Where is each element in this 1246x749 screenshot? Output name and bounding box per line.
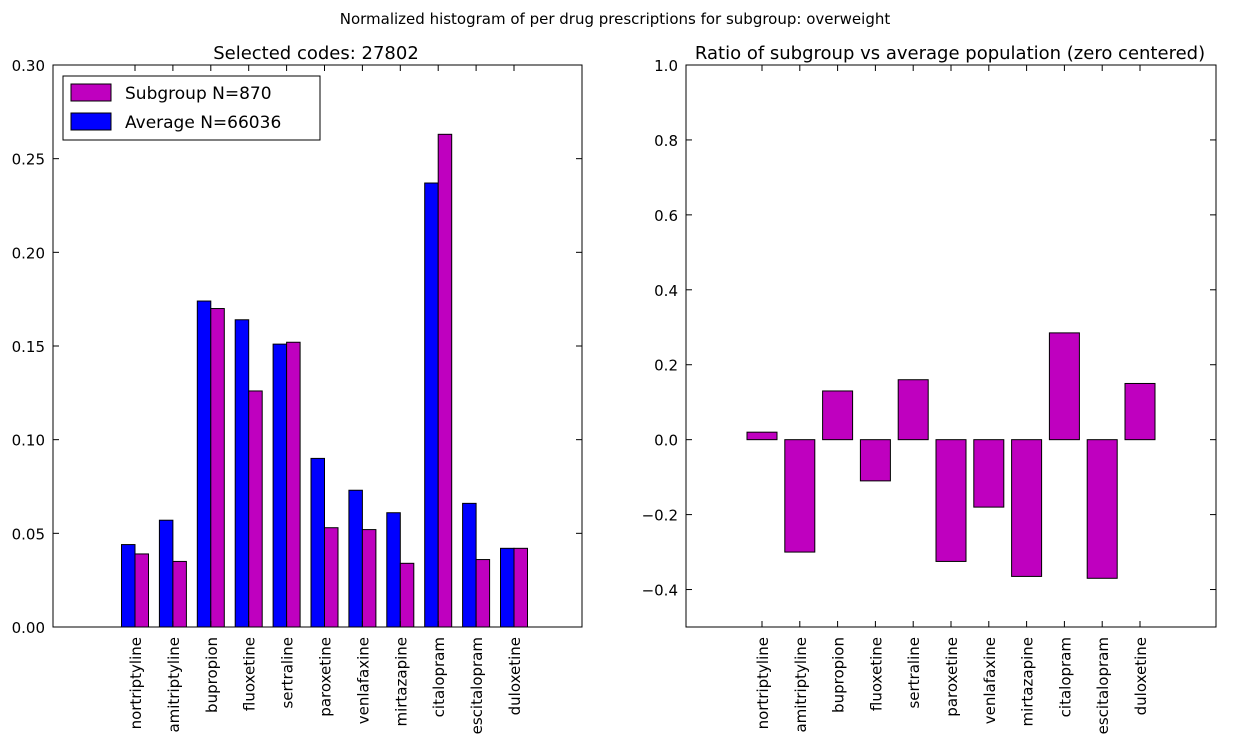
ratio-bar-escitalopram xyxy=(1086,439,1118,579)
legend-label-subgroup: Subgroup N=870 xyxy=(125,84,272,104)
ratio-bar-mirtazapine xyxy=(1011,439,1043,577)
left-xtick-label: mirtazapine xyxy=(392,637,410,727)
bar-average-venlafaxine xyxy=(348,489,363,628)
right-ytick-label: −0.4 xyxy=(642,582,678,600)
left-ytick-label: 0.25 xyxy=(12,151,45,169)
ratio-bar-nortriptyline xyxy=(746,431,778,441)
bar-subgroup-fluoxetine xyxy=(248,390,263,628)
left-chart-axes: 0.00 0.05 0.10 0.15 0.20 0.25 0.30 nortriptylin… xyxy=(12,57,583,734)
left-xtick-label: escitalopram xyxy=(468,637,486,734)
right-ytick-label: 0.6 xyxy=(654,207,678,225)
legend-label-average: Average N=66036 xyxy=(125,113,281,133)
ratio-bar-bupropion xyxy=(822,390,854,441)
bar-average-paroxetine xyxy=(310,457,325,628)
bar-average-escitalopram xyxy=(462,502,477,628)
bar-subgroup-mirtazapine xyxy=(399,562,415,628)
ratio-bar-duloxetine xyxy=(1124,382,1156,441)
figure-suptitle: Normalized histogram of per drug prescri… xyxy=(340,10,891,28)
bar-average-fluoxetine xyxy=(234,319,250,628)
bar-subgroup-citalopram xyxy=(437,133,453,628)
left-chart-legend: Subgroup N=870 Average N=66036 xyxy=(62,75,321,141)
right-xtick-label: amitriptyline xyxy=(792,637,810,733)
left-chart-title: Selected codes: 27802 xyxy=(213,43,419,64)
left-chart: Selected codes: 27802 0.000.050.100.150.… xyxy=(12,43,583,734)
left-xtick-label: venlafaxine xyxy=(354,637,372,724)
bar-average-amitriptyline xyxy=(158,519,174,628)
right-xtick-label: bupropion xyxy=(830,637,848,713)
ratio-bar-fluoxetine xyxy=(859,439,891,482)
right-ytick-label: 0.0 xyxy=(654,432,678,450)
bar-average-bupropion xyxy=(196,300,212,628)
bar-average-sertraline xyxy=(272,343,288,628)
right-xtick-label: nortriptyline xyxy=(754,637,772,729)
ratio-bar-citalopram xyxy=(1048,332,1080,441)
right-chart: Ratio of subgroup vs average population … xyxy=(642,43,1217,734)
right-ytick-label: 0.8 xyxy=(654,132,678,150)
right-chart-title: Ratio of subgroup vs average population … xyxy=(695,43,1205,64)
bar-subgroup-paroxetine xyxy=(324,527,339,628)
left-chart-bars xyxy=(121,133,528,628)
bar-average-mirtazapine xyxy=(386,512,401,628)
bar-average-citalopram xyxy=(424,182,439,628)
left-xtick-label: citalopram xyxy=(430,637,448,717)
bar-subgroup-duloxetine xyxy=(513,547,528,628)
legend-swatch-subgroup xyxy=(70,83,112,102)
bar-subgroup-venlafaxine xyxy=(361,529,377,628)
bar-subgroup-sertraline xyxy=(286,341,301,628)
right-chart-bars xyxy=(746,332,1156,579)
right-xtick-label: citalopram xyxy=(1056,637,1074,717)
left-ytick-label: 0.15 xyxy=(12,338,45,356)
left-xtick-label: bupropion xyxy=(203,637,221,713)
right-ytick-label: 0.4 xyxy=(654,282,678,300)
left-xtick-label: paroxetine xyxy=(317,637,335,717)
legend-swatch-average xyxy=(70,112,112,131)
left-ytick-label: 0.05 xyxy=(12,525,45,543)
right-xtick-label: venlafaxine xyxy=(981,637,999,724)
bar-subgroup-nortriptyline xyxy=(134,553,149,628)
bar-average-duloxetine xyxy=(500,547,515,628)
right-xtick-label: mirtazapine xyxy=(1019,637,1037,727)
left-ytick-label: 0.00 xyxy=(12,619,45,637)
right-xtick-label: escitalopram xyxy=(1094,637,1112,734)
right-ytick-label: 0.2 xyxy=(654,357,678,375)
right-ytick-label: 1.0 xyxy=(654,57,678,75)
right-xtick-label: paroxetine xyxy=(943,637,961,717)
bar-subgroup-escitalopram xyxy=(475,559,491,628)
bar-subgroup-bupropion xyxy=(210,308,225,628)
left-ytick-label: 0.20 xyxy=(12,244,45,262)
right-xtick-label: duloxetine xyxy=(1132,637,1150,715)
right-chart-axes: −0.4 −0.2 0.0 0.2 0.4 0.6 0.8 1.0 nortriptyline a… xyxy=(642,57,1217,734)
left-ytick-label: 0.30 xyxy=(12,57,45,75)
ratio-bar-amitriptyline xyxy=(784,439,816,553)
left-xtick-label: duloxetine xyxy=(506,637,524,715)
bar-average-nortriptyline xyxy=(121,544,136,628)
right-ytick-label: −0.2 xyxy=(642,507,678,525)
left-ytick-label: 0.10 xyxy=(12,432,45,450)
left-xtick-label: amitriptyline xyxy=(165,637,183,733)
left-xtick-label: nortriptyline xyxy=(127,637,145,729)
ratio-bar-paroxetine xyxy=(935,439,967,562)
left-xtick-label: fluoxetine xyxy=(241,637,259,711)
ratio-bar-sertraline xyxy=(897,379,929,441)
right-xtick-label: sertraline xyxy=(905,637,923,709)
ratio-bar-venlafaxine xyxy=(973,439,1005,508)
right-xtick-label: fluoxetine xyxy=(867,637,885,711)
bar-subgroup-amitriptyline xyxy=(172,560,187,628)
left-xtick-label: sertraline xyxy=(279,637,297,709)
